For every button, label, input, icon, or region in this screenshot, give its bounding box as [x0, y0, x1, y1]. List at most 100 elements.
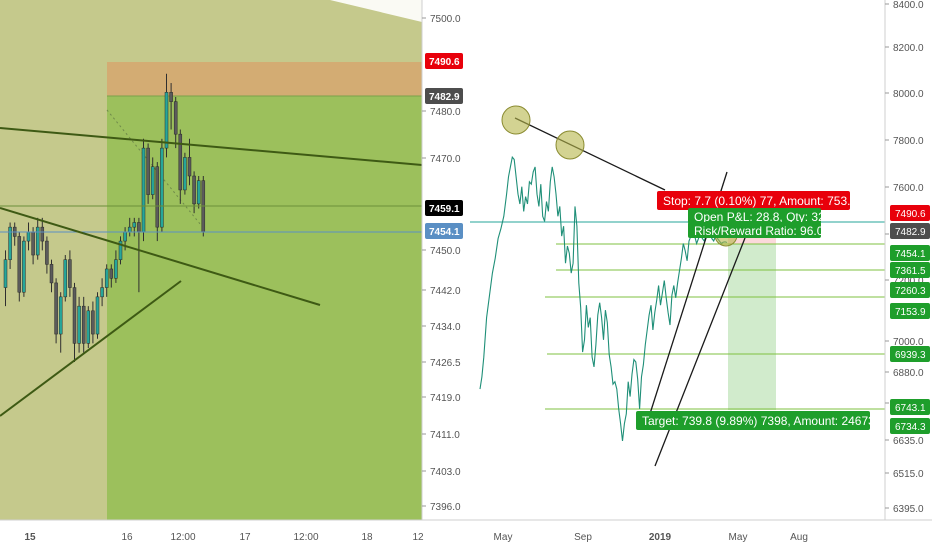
candle-body	[63, 259, 68, 298]
left-price-tags: 7490.6 7482.9 7459.1 7454.1	[425, 53, 463, 239]
price-tag: 6939.3	[890, 346, 930, 362]
candle-body	[3, 259, 8, 288]
target-label-box[interactable]	[636, 411, 870, 430]
y-tick-label: 7500.0	[430, 14, 461, 25]
candle-body	[26, 231, 31, 242]
price-tag-label: 6939.3	[895, 350, 926, 361]
candle	[100, 278, 104, 307]
highlight-circle-1[interactable]	[501, 105, 531, 135]
candle	[54, 278, 58, 344]
x-tick-label: May	[729, 532, 748, 543]
candle	[183, 152, 187, 195]
price-tag-box	[425, 88, 463, 104]
x-tick-label: 18	[361, 532, 373, 543]
candle	[169, 83, 173, 130]
candle	[91, 301, 95, 344]
risk-reward-label: Risk/Reward Ratio: 96.08	[694, 224, 830, 238]
candle	[86, 306, 91, 348]
candle	[40, 217, 45, 251]
resistance-trendline[interactable]	[514, 117, 666, 191]
y-tick-label: 7442.0	[430, 286, 461, 297]
left-time-axis[interactable]: 15 16 12:00 17 12:00 18 12	[24, 532, 424, 543]
candle-body	[72, 287, 77, 344]
candle-body	[164, 92, 169, 149]
candle-body	[77, 305, 81, 344]
y-tick-label: 6395.0	[893, 504, 924, 515]
candle	[141, 138, 146, 242]
y-tick-label: 6880.0	[893, 368, 924, 379]
x-tick-label: Sep	[574, 532, 592, 543]
candle-body	[160, 147, 164, 228]
price-tag-label: 7490.6	[429, 57, 460, 68]
candle-body	[192, 175, 196, 205]
x-tick-label: May	[494, 532, 513, 543]
candle	[146, 143, 150, 204]
candle-body	[114, 259, 118, 279]
target-label: Target: 739.8 (9.89%) 7398, Amount: 2467…	[642, 414, 885, 428]
price-tag-box	[890, 399, 930, 415]
right-pane-background	[470, 0, 885, 520]
candle	[196, 176, 201, 209]
candle-body	[95, 296, 100, 335]
candle	[49, 259, 54, 293]
price-tag-label: 6734.3	[895, 422, 926, 433]
price-tag-box	[890, 223, 930, 239]
trendline-upper[interactable]	[0, 127, 422, 166]
right-price-axis[interactable]: 8400.08200.08000.07800.07600.07400.07200…	[885, 0, 924, 515]
x-tick-label: 15	[24, 532, 36, 543]
stop-loss-zone	[107, 62, 422, 96]
candle-body	[123, 231, 127, 242]
open-pl-label-box[interactable]	[688, 208, 821, 224]
candle	[58, 292, 63, 353]
price-series-line	[479, 155, 728, 442]
trendline-lower[interactable]	[0, 280, 182, 417]
candle	[155, 162, 160, 242]
candle	[95, 292, 100, 339]
risk-diagonal-dashed	[106, 109, 206, 231]
candle-body	[150, 166, 155, 195]
candle-body	[118, 240, 123, 260]
price-tag-label: 7459.1	[429, 204, 460, 215]
price-tag: 7361.5	[890, 262, 930, 278]
candle-body	[68, 259, 72, 288]
price-tag: 7454.1	[425, 223, 463, 239]
candle	[77, 296, 81, 353]
x-tick-label: 17	[239, 532, 251, 543]
candle	[104, 264, 109, 297]
risk-reward-label-box[interactable]	[688, 222, 821, 238]
candle-body	[146, 147, 150, 195]
price-tag-box	[890, 282, 930, 298]
candle	[35, 217, 40, 260]
right-time-axis[interactable]: May Sep 2019 May Aug	[494, 532, 808, 543]
trendline-middle[interactable]	[0, 207, 321, 306]
stop-label: Stop: 7.7 (0.10%) 77, Amount: 753.6	[663, 194, 857, 208]
candle	[118, 236, 123, 265]
y-tick-label: 8000.0	[893, 89, 924, 100]
candle	[8, 222, 12, 269]
candle-body	[132, 222, 137, 228]
price-tag: 7260.3	[890, 282, 930, 298]
left-candles-layer	[3, 73, 206, 362]
price-tag: 7454.1	[890, 245, 930, 261]
price-tag-label: 7260.3	[895, 286, 926, 297]
left-price-axis[interactable]: 7500.0 7480.0 7470.0 7450.0 7442.0 7434.0 7426…	[422, 14, 461, 513]
candle	[187, 138, 192, 186]
stop-label-box[interactable]	[657, 191, 850, 210]
price-tag: 7153.9	[890, 303, 930, 319]
y-tick-label: 7200.0	[893, 276, 924, 287]
price-tag-label: 6743.1	[895, 403, 926, 414]
candle-body	[31, 231, 35, 256]
candle-body	[155, 166, 160, 228]
candle	[114, 250, 118, 283]
price-tag: 7482.9	[890, 223, 930, 239]
candle	[109, 264, 114, 288]
price-tag-label: 7482.9	[429, 92, 460, 103]
candle	[81, 296, 86, 353]
candle	[63, 255, 68, 302]
price-tag-label: 7454.1	[429, 227, 460, 238]
x-tick-label: Aug	[790, 532, 808, 543]
candle-body	[109, 268, 114, 279]
highlight-circle-2[interactable]	[555, 130, 585, 160]
price-tag-box	[890, 303, 930, 319]
